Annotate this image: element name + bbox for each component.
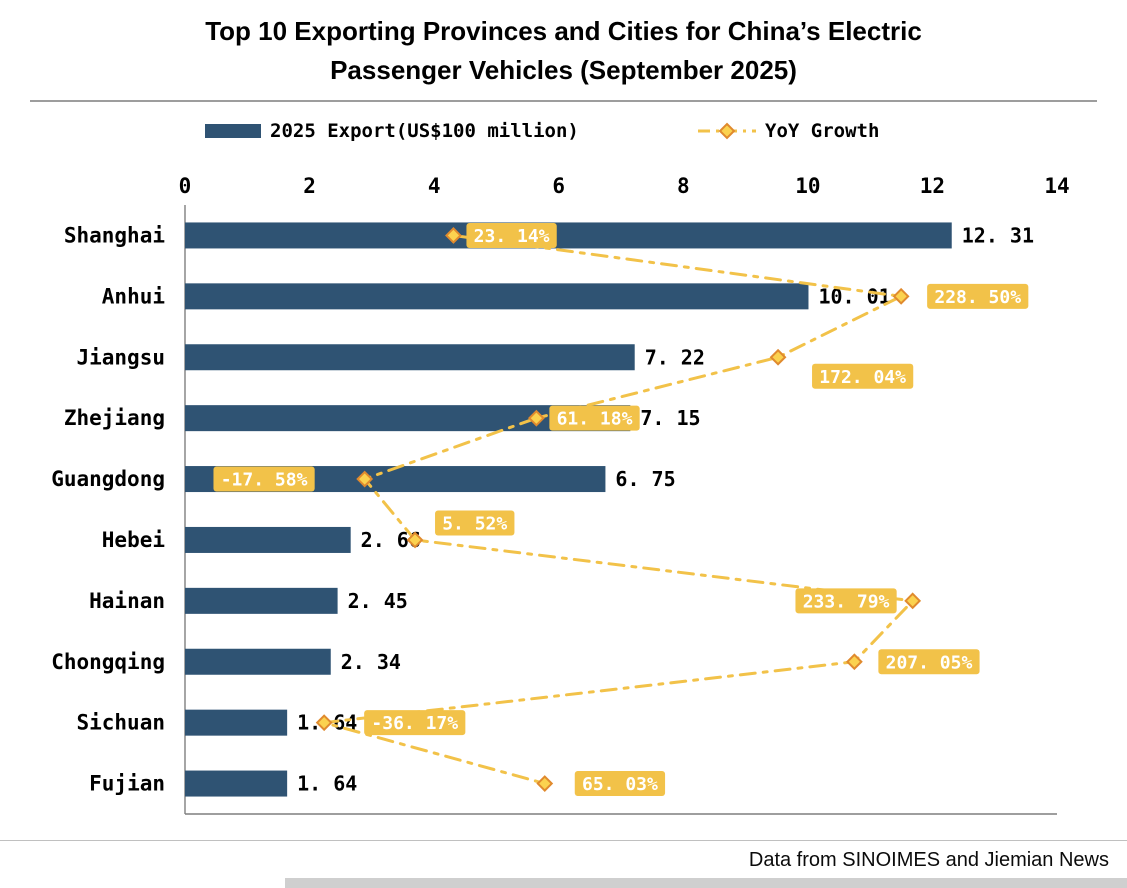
category-label-zhejiang: Zhejiang (64, 406, 165, 430)
bar-shanghai (185, 222, 952, 249)
data-source-credit: Data from SINOIMES and Jiemian News (748, 849, 1109, 871)
yoy-marker-hebei (406, 531, 424, 549)
bar-value-label: 7. 15 (640, 406, 700, 430)
yoy-label-box-jiangsu (812, 363, 914, 389)
yoy-marker-chongqing (845, 653, 863, 671)
bar-value-label: 7. 22 (645, 345, 705, 369)
yoy-marker-jiangsu (769, 348, 787, 366)
yoy-marker-zhejiang (527, 409, 545, 427)
bar-value-label: 12. 31 (962, 223, 1034, 247)
bar-value-label: 2. 45 (348, 589, 408, 613)
yoy-label-box-hebei (435, 510, 515, 536)
yoy-marker-sichuan (315, 714, 333, 732)
x-tick-label: 12 (920, 174, 945, 198)
bottom-edge-strip (285, 878, 1127, 888)
x-tick-label: 8 (677, 174, 690, 198)
yoy-label-text: 228. 50% (934, 287, 1021, 308)
category-label-anhui: Anhui (102, 284, 165, 308)
yoy-label-box-hainan (795, 588, 897, 614)
bar-value-label: 6. 75 (615, 467, 675, 491)
bar-sichuan (185, 709, 288, 736)
yoy-label-box-fujian (574, 771, 666, 797)
yoy-label-text: -36. 17% (371, 713, 458, 734)
title-line-1: Top 10 Exporting Provinces and Cities fo… (205, 16, 922, 46)
yoy-label-text: 65. 03% (582, 774, 658, 795)
category-label-shanghai: Shanghai (64, 223, 165, 247)
yoy-marker-shanghai (445, 227, 462, 244)
x-tick-label: 6 (552, 174, 565, 198)
yoy-growth-line (323, 233, 916, 786)
category-label-fujian: Fujian (89, 772, 165, 796)
category-label-guangdong: Guangdong (51, 467, 165, 491)
legend-export-bars: 2025 Export(US$100 million) (205, 120, 579, 142)
x-tick-label: 10 (795, 174, 820, 198)
yoy-label-text: 207. 05% (886, 652, 973, 673)
legend-export-label: 2025 Export(US$100 million) (270, 120, 579, 142)
x-tick-label: 14 (1044, 174, 1069, 198)
yoy-label-box-zhejiang (549, 405, 640, 431)
category-label-chongqing: Chongqing (51, 650, 165, 674)
yoy-label-text: 23. 14% (474, 226, 550, 247)
bar-fujian (185, 770, 288, 797)
legend-yoy-growth: YoY Growth (698, 120, 879, 142)
x-tick-label: 4 (428, 174, 441, 198)
bar-value-label: 1. 64 (297, 772, 357, 796)
category-label-jiangsu: Jiangsu (76, 345, 165, 369)
yoy-label-text: -17. 58% (221, 470, 308, 491)
title-divider (30, 100, 1097, 102)
bar-value-label: 2. 34 (341, 650, 401, 674)
yoy-label-text: 172. 04% (819, 367, 906, 388)
yoy-label-box-anhui (927, 283, 1029, 309)
bar-anhui (185, 283, 809, 310)
yoy-label-text: 61. 18% (557, 409, 633, 430)
legend-yoy-label: YoY Growth (765, 120, 880, 142)
yoy-label-text: 5. 52% (442, 513, 507, 534)
category-label-hebei: Hebei (102, 528, 165, 552)
x-tick-label: 2 (303, 174, 316, 198)
bar-jiangsu (185, 344, 635, 371)
yoy-label-box-shanghai (466, 222, 557, 248)
bar-value-label: 10. 01 (818, 284, 890, 308)
yoy-label-text: 233. 79% (803, 591, 890, 612)
footer-divider (0, 840, 1127, 841)
bar-chongqing (185, 648, 331, 675)
yoy-label-box-guangdong (213, 466, 315, 492)
category-label-hainan: Hainan (89, 589, 165, 613)
yoy-label-box-chongqing (878, 649, 980, 675)
category-label-sichuan: Sichuan (76, 711, 165, 735)
title-line-2: Passenger Vehicles (September 2025) (330, 55, 797, 85)
yoy-label-box-sichuan (364, 710, 466, 736)
yoy-marker-guangdong (356, 470, 374, 488)
page-title: Top 10 Exporting Provinces and Cities fo… (0, 12, 1127, 90)
yoy-line-swatch-icon (698, 122, 756, 140)
yoy-marker-hainan (904, 592, 922, 610)
bar-hainan (185, 587, 338, 614)
x-tick-label: 0 (179, 174, 192, 198)
export-bar-swatch-icon (205, 124, 261, 138)
yoy-marker-anhui (892, 287, 910, 305)
yoy-marker-fujian (536, 775, 554, 792)
bar-hebei (185, 526, 351, 553)
